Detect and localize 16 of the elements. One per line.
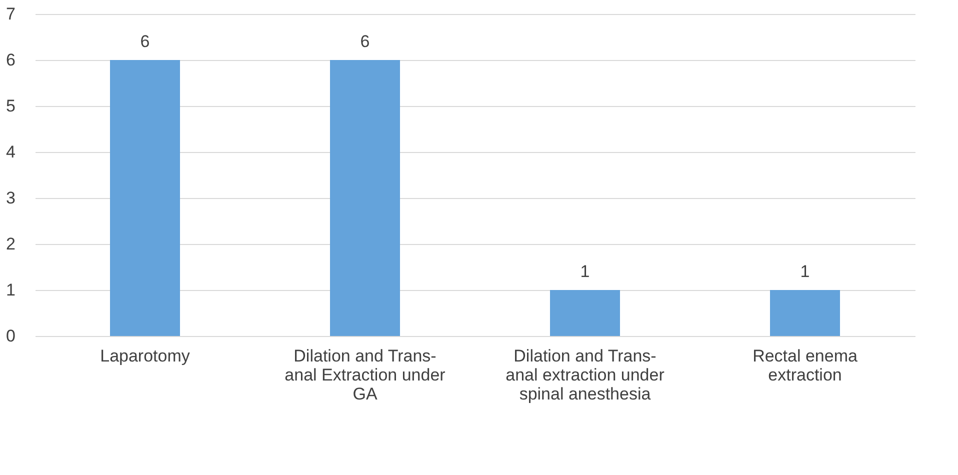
- x-tick-label: Dilation and Trans-anal extraction under spinal anesthesia: [506, 346, 665, 404]
- x-tick-label: Dilation and Trans-anal Extraction under GA: [284, 346, 446, 404]
- y-tick-label: 3: [6, 188, 16, 208]
- x-tick-label: Rectal enema extraction: [752, 346, 858, 384]
- data-label: 1: [580, 262, 590, 281]
- y-tick-label: 2: [6, 234, 16, 254]
- x-tick-label: Laparotomy: [100, 346, 190, 366]
- y-tick-label: 0: [6, 326, 16, 346]
- y-tick-label: 5: [6, 96, 16, 116]
- data-label: 6: [360, 32, 370, 51]
- y-tick-label: 4: [6, 142, 16, 162]
- data-label: 6: [140, 32, 150, 51]
- data-label: 1: [800, 262, 810, 281]
- y-tick-label: 1: [6, 280, 16, 300]
- y-tick-label: 6: [6, 50, 16, 70]
- y-tick-label: 7: [6, 4, 16, 24]
